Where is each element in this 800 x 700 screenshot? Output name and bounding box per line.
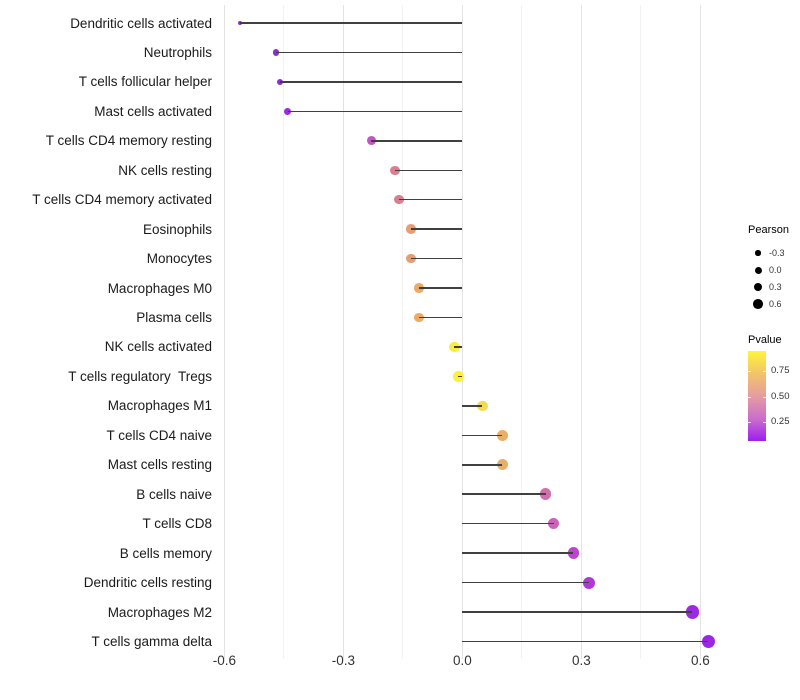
legend-title-pvalue: Pvalue (748, 334, 782, 346)
lollipop-dot (539, 488, 552, 500)
lollipop-stem (240, 22, 463, 24)
lollipop-stem (410, 228, 463, 230)
gridline-minor (402, 5, 404, 659)
lollipop-stem (462, 581, 590, 584)
pvalue-tick-label: 0.75 (771, 365, 790, 376)
pvalue-tick-mark (763, 397, 766, 398)
gridline-minor (283, 5, 285, 659)
lollipop-stem (287, 110, 463, 113)
lollipop-stem (462, 434, 503, 437)
lollipop-dot (701, 634, 715, 649)
lollipop-stem (462, 522, 554, 525)
y-axis-label: T cells follicular helper (78, 74, 212, 90)
y-axis-label: T cells gamma delta (91, 633, 212, 649)
lollipop-dot (567, 547, 580, 560)
y-axis-label: B cells memory (119, 545, 212, 561)
gridline-minor (521, 5, 523, 659)
size-legend-dot (753, 299, 763, 309)
legend-title-pearson: Pearson (748, 224, 789, 236)
lollipop-dot (685, 605, 700, 619)
gridline-minor (640, 5, 642, 659)
size-legend-label: -0.3 (769, 248, 785, 258)
y-axis-label: Plasma cells (136, 310, 212, 325)
lollipop-dot (496, 429, 508, 441)
y-axis-label: T cells regulatory Tregs (68, 368, 212, 384)
lollipop-stem (462, 405, 483, 407)
pvalue-tick-mark (748, 397, 751, 398)
y-axis-label: Macrophages M0 (107, 280, 212, 296)
pvalue-gradient-bar (748, 351, 766, 441)
x-tick-label: 0.0 (453, 653, 472, 668)
y-axis-label: Dendritic cells resting (83, 575, 212, 591)
y-axis-label: Neutrophils (143, 44, 212, 60)
lollipop-stem (458, 375, 463, 378)
lollipop-stem (410, 257, 463, 260)
lollipop-stem (279, 81, 463, 83)
lollipop-dot (547, 517, 560, 530)
gridline-major (580, 5, 582, 659)
y-axis-label: Macrophages M2 (107, 604, 212, 620)
lollipop-stem (371, 140, 463, 142)
lollipop-stem (398, 198, 463, 201)
y-axis-label: T cells CD8 (142, 516, 212, 532)
lollipop-stem (462, 464, 503, 466)
gridline-major (342, 5, 344, 659)
size-legend-dot (755, 250, 761, 256)
size-legend-label: 0.0 (769, 265, 782, 275)
lollipop-dot (284, 107, 292, 115)
lollipop-dot (366, 136, 376, 146)
size-legend-label: 0.3 (769, 282, 782, 292)
x-tick-label: 0.6 (691, 653, 710, 668)
y-axis-label: NK cells activated (104, 339, 212, 355)
lollipop-dot (476, 400, 488, 412)
size-legend-label: 0.6 (769, 299, 782, 309)
gridline-major (699, 5, 701, 659)
lollipop-dot (496, 459, 508, 471)
pvalue-tick-mark (748, 371, 751, 372)
y-axis-label: Mast cells activated (94, 103, 212, 119)
size-legend-dot (753, 282, 763, 292)
pvalue-tick-mark (763, 422, 766, 423)
y-axis-label: Mast cells resting (107, 457, 212, 473)
lollipop-stem (418, 316, 463, 319)
lollipop-stem (462, 611, 693, 613)
pvalue-tick-mark (763, 371, 766, 372)
gridline-major (461, 5, 463, 659)
y-axis-label: T cells CD4 naive (106, 427, 212, 443)
lollipop-stem (394, 169, 463, 171)
x-tick-label: -0.6 (212, 653, 236, 668)
y-axis-label: Monocytes (146, 251, 212, 267)
lollipop-stem (418, 287, 463, 289)
x-tick-label: 0.3 (572, 653, 591, 668)
lollipop-dot (406, 224, 416, 234)
y-axis-label: T cells CD4 memory resting (45, 133, 212, 149)
lollipop-dot (406, 253, 416, 264)
y-axis-label: T cells CD4 memory activated (32, 192, 212, 208)
size-legend-dot (754, 266, 762, 274)
lollipop-stem (275, 51, 463, 54)
pvalue-tick-label: 0.25 (771, 416, 790, 427)
y-axis-label: Macrophages M1 (107, 398, 212, 414)
gridline-major (223, 5, 225, 659)
lollipop-stem (462, 493, 546, 495)
lollipop-stem (462, 552, 574, 554)
y-axis-label: NK cells resting (118, 162, 212, 178)
pvalue-tick-label: 0.50 (771, 391, 790, 402)
y-axis-label: B cells naive (136, 486, 212, 502)
pvalue-tick-mark (748, 422, 751, 423)
y-axis-label: Dendritic cells activated (70, 15, 212, 31)
lollipop-stem (462, 640, 709, 643)
lollipop-stem (454, 346, 463, 348)
lollipop-dot (583, 576, 596, 589)
x-tick-label: -0.3 (331, 653, 355, 668)
y-axis-label: Eosinophils (142, 221, 212, 237)
